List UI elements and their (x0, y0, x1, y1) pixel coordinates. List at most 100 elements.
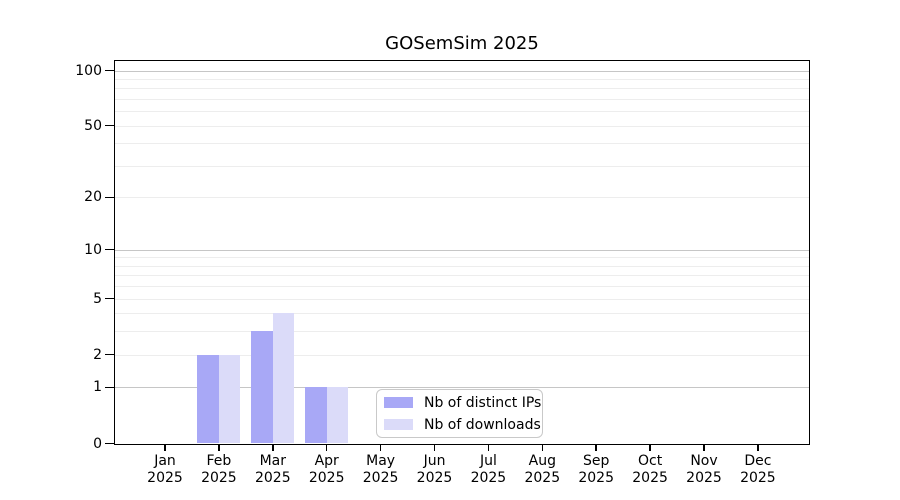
x-tick-month: Jan (154, 453, 176, 469)
gridline-minor (114, 78, 810, 80)
gridline-minor (114, 165, 810, 167)
gridline-minor (114, 125, 810, 127)
x-tick-month: Dec (744, 453, 772, 469)
y-tick-mark (105, 353, 114, 356)
x-tick-mark (487, 444, 490, 451)
gridline-minor (114, 88, 810, 90)
y-tick-label: 5 (93, 290, 102, 307)
gridline-minor (114, 275, 810, 277)
y-tick-mark (105, 124, 114, 127)
bars-layer (114, 60, 810, 445)
x-tick-month: Aug (528, 453, 556, 469)
x-tick-year: 2025 (147, 470, 183, 486)
gridline-major (114, 70, 810, 72)
legend-swatch-icon (384, 419, 413, 430)
x-tick-month: Nov (690, 453, 718, 469)
bar-distinct-ips (251, 331, 273, 444)
gridline-minor (114, 111, 810, 113)
x-tick-label: Dec 2025 (726, 453, 790, 487)
x-tick-mark (757, 444, 759, 451)
gridline-minor (114, 143, 810, 145)
x-tick-label: Oct 2025 (618, 453, 682, 487)
gridline-minor (114, 257, 810, 259)
x-tick-year: 2025 (254, 470, 291, 486)
legend-swatch-icon (384, 397, 413, 408)
gridline-minor (114, 265, 810, 267)
x-tick-month: Jun (423, 453, 446, 469)
y-tick-label: 10 (84, 241, 102, 258)
y-tick-label: 1 (93, 379, 102, 396)
x-tick-label: Aug 2025 (510, 453, 574, 487)
x-tick-year: 2025 (470, 470, 507, 486)
y-tick-mark (105, 442, 114, 445)
gridline-minor (114, 286, 810, 288)
bar-downloads (218, 354, 241, 444)
x-tick-label: Jun 2025 (403, 453, 467, 487)
x-tick-mark (541, 444, 544, 451)
x-tick-mark (433, 444, 436, 451)
y-tick-mark (105, 196, 114, 199)
x-tick-mark (325, 444, 328, 451)
chart-title: GOSemSim 2025 (385, 33, 539, 54)
x-tick-year: 2025 (416, 470, 453, 486)
legend-item: Nb of downloads (377, 414, 542, 436)
y-tick-label: 0 (93, 435, 102, 452)
gridline-major (114, 249, 810, 251)
bar-distinct-ips (305, 387, 327, 444)
gridline-minor (114, 313, 810, 315)
x-tick-year: 2025 (578, 470, 614, 486)
x-tick-mark (272, 444, 274, 451)
legend-item-label: Nb of distinct IPs (424, 394, 542, 411)
bar-downloads (326, 387, 349, 444)
y-tick-label: 50 (84, 117, 102, 134)
y-tick-mark (105, 69, 114, 72)
x-tick-month: Apr (314, 453, 339, 469)
x-tick-year: 2025 (362, 470, 399, 486)
gridline-major (114, 387, 810, 389)
x-tick-mark (649, 444, 651, 451)
x-tick-label: Nov 2025 (672, 453, 736, 487)
x-tick-label: Jan 2025 (133, 453, 197, 487)
x-tick-mark (595, 444, 597, 451)
x-tick-mark (703, 444, 705, 451)
plot-border (114, 60, 810, 445)
legend-item-label: Nb of downloads (424, 416, 541, 433)
y-tick-mark (105, 248, 114, 251)
x-tick-label: Sep 2025 (564, 453, 628, 487)
x-tick-year: 2025 (524, 470, 561, 486)
gridline-minor (114, 98, 810, 100)
y-tick-mark (105, 386, 114, 389)
x-tick-mark (218, 444, 220, 451)
x-tick-month: Mar (259, 453, 286, 469)
x-tick-month: Feb (206, 453, 232, 469)
x-tick-year: 2025 (740, 470, 776, 486)
x-tick-label: Feb 2025 (187, 453, 251, 487)
x-tick-month: Jul (479, 453, 497, 469)
x-tick-year: 2025 (686, 470, 722, 486)
x-tick-year: 2025 (632, 470, 668, 486)
gridlines-layer (114, 60, 810, 445)
x-tick-month: Sep (582, 453, 610, 469)
y-tick-label: 20 (84, 189, 102, 206)
y-tick-label: 2 (93, 346, 102, 363)
gridline-minor (114, 298, 810, 300)
x-tick-year: 2025 (308, 470, 345, 486)
gridline-minor (114, 331, 810, 333)
y-tick-label: 100 (75, 62, 102, 79)
bar-downloads (272, 313, 295, 444)
x-tick-month: Oct (637, 453, 663, 469)
legend: Nb of distinct IPs Nb of downloads (376, 389, 543, 438)
x-tick-month: May (366, 453, 396, 469)
y-tick-mark (105, 297, 114, 300)
gridline-minor (114, 197, 810, 199)
x-tick-label: Apr 2025 (295, 453, 359, 487)
plot-area: Nb of distinct IPs Nb of downloads (114, 60, 810, 445)
bar-distinct-ips (197, 354, 219, 444)
x-tick-mark (164, 444, 166, 451)
legend-item: Nb of distinct IPs (377, 392, 542, 414)
x-tick-label: Mar 2025 (241, 453, 305, 487)
x-tick-label: Jul 2025 (456, 453, 520, 487)
x-tick-mark (379, 444, 382, 451)
gridline-minor (114, 354, 810, 356)
